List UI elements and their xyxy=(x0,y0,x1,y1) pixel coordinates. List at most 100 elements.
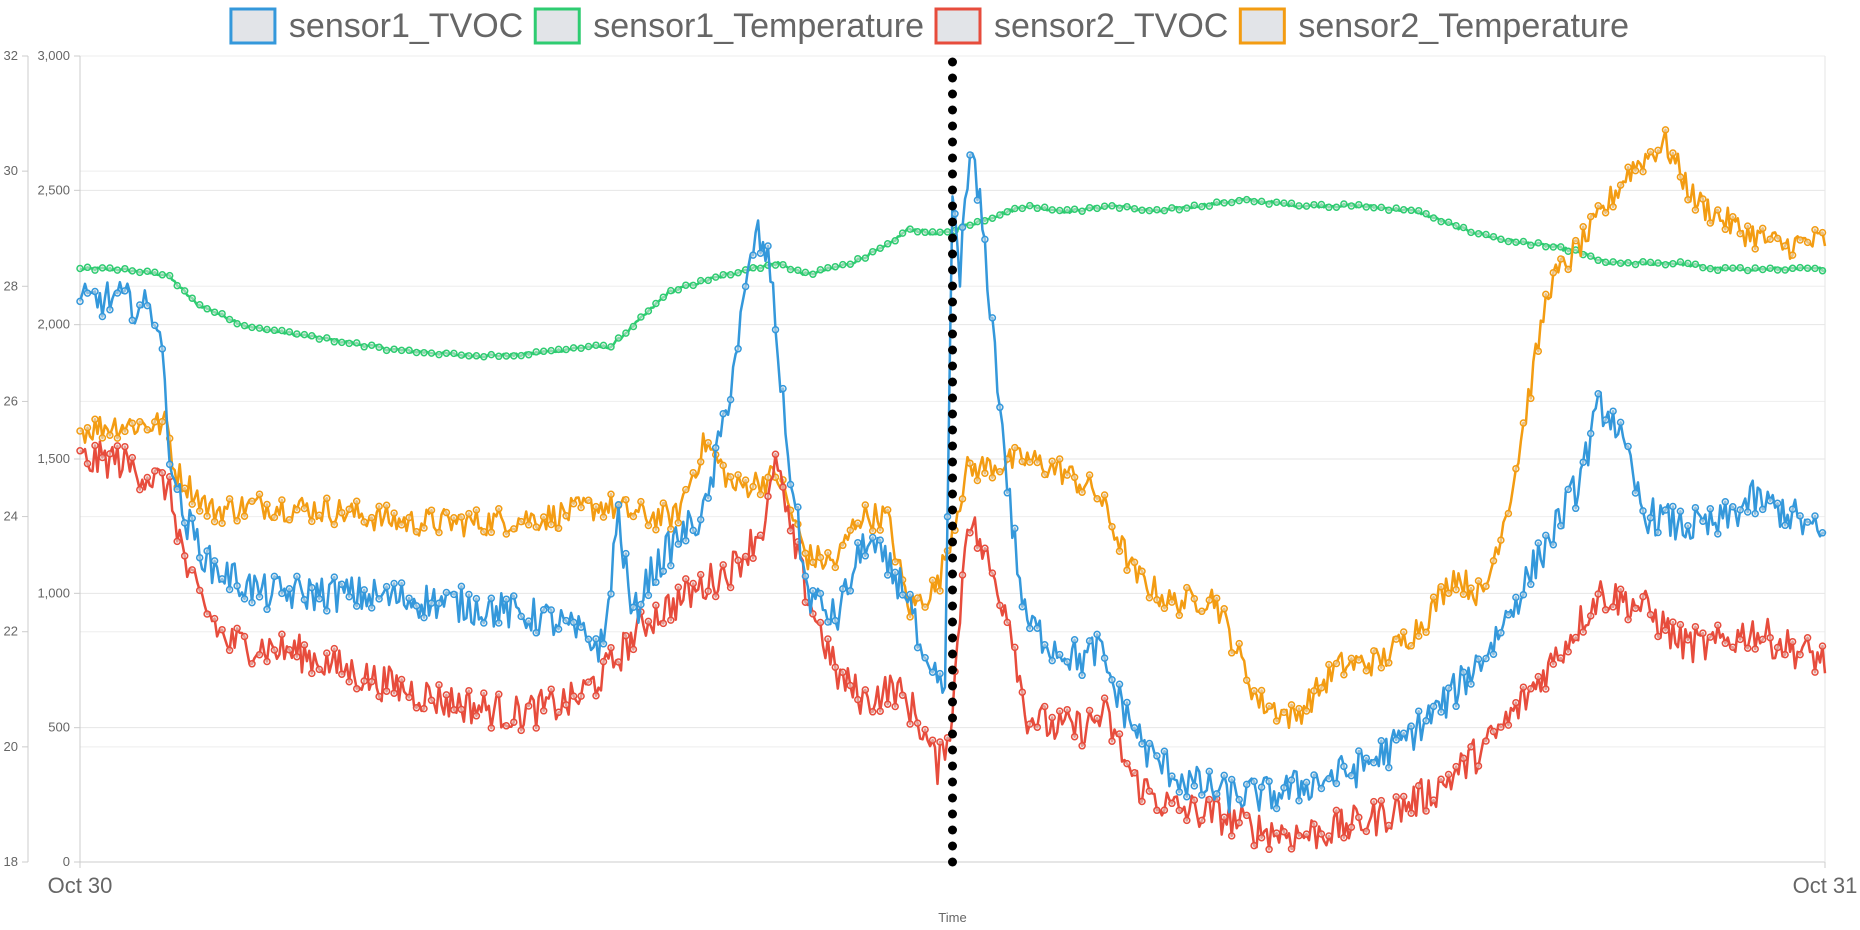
point-sensor2_Temperature xyxy=(1115,547,1124,555)
point-sensor1_Temperature xyxy=(652,299,660,308)
marker-dot xyxy=(948,265,957,275)
point-sensor1_Temperature xyxy=(1811,264,1819,273)
point-sensor1_Temperature xyxy=(1422,209,1430,218)
point-sensor1_TVOC xyxy=(1557,522,1565,530)
point-sensor1_Temperature xyxy=(1055,206,1064,215)
point-sensor1_Temperature xyxy=(554,345,563,354)
point-sensor1_Temperature xyxy=(1691,260,1700,268)
legend: sensor1_TVOC sensor1_Temperature sensor2_T… xyxy=(229,7,1629,45)
point-sensor2_Temperature xyxy=(151,418,159,426)
point-sensor1_Temperature xyxy=(121,264,129,273)
point-sensor2_TVOC xyxy=(375,692,383,701)
marker-dot xyxy=(948,569,957,579)
point-sensor1_Temperature xyxy=(218,309,226,318)
point-sensor1_Temperature xyxy=(988,214,997,222)
point-sensor2_TVOC xyxy=(1190,796,1199,804)
point-sensor1_TVOC xyxy=(1085,637,1094,645)
point-sensor2_TVOC xyxy=(345,677,353,686)
point-sensor2_Temperature xyxy=(547,520,555,529)
point-sensor1_TVOC xyxy=(1609,407,1617,415)
point-sensor2_Temperature xyxy=(1138,567,1146,576)
point-sensor1_TVOC xyxy=(1070,636,1079,644)
point-sensor2_TVOC xyxy=(390,689,398,697)
point-sensor2_TVOC xyxy=(577,692,585,700)
point-sensor2_TVOC xyxy=(861,686,870,694)
point-sensor2_TVOC xyxy=(83,459,92,468)
legend-item-sensor1_TVOC[interactable]: sensor1_TVOC xyxy=(229,7,523,45)
point-sensor1_TVOC xyxy=(607,590,615,598)
point-sensor1_TVOC xyxy=(599,640,608,648)
point-sensor2_TVOC xyxy=(936,738,944,746)
point-sensor2_TVOC xyxy=(1691,622,1700,631)
point-sensor2_Temperature xyxy=(689,468,697,477)
point-sensor1_TVOC xyxy=(824,618,832,626)
marker-dot xyxy=(948,521,957,531)
point-sensor1_TVOC xyxy=(1482,654,1490,663)
point-sensor1_Temperature xyxy=(1444,218,1453,226)
point-sensor1_TVOC xyxy=(981,235,989,244)
point-sensor2_TVOC xyxy=(756,531,765,540)
point-sensor1_Temperature xyxy=(1564,247,1572,255)
point-sensor1_TVOC xyxy=(1227,775,1236,784)
point-sensor2_Temperature xyxy=(569,499,578,508)
point-sensor1_TVOC xyxy=(360,586,368,594)
point-sensor1_TVOC xyxy=(1317,784,1326,793)
point-sensor1_TVOC xyxy=(1594,390,1602,398)
point-sensor1_Temperature xyxy=(711,273,720,281)
point-sensor1_Temperature xyxy=(1078,207,1086,215)
point-sensor2_TVOC xyxy=(195,586,204,595)
point-sensor2_Temperature xyxy=(906,613,914,621)
point-sensor2_Temperature xyxy=(330,520,339,529)
point-sensor1_TVOC xyxy=(382,582,391,591)
point-sensor1_Temperature xyxy=(1085,203,1094,212)
y-temp-tick-label: 24 xyxy=(4,509,18,524)
point-sensor1_TVOC xyxy=(465,590,473,599)
point-sensor1_Temperature xyxy=(584,342,593,351)
point-sensor1_TVOC xyxy=(532,629,540,637)
point-sensor2_Temperature xyxy=(667,525,675,533)
point-sensor2_TVOC xyxy=(883,700,892,708)
point-sensor2_Temperature xyxy=(674,519,683,527)
point-sensor2_TVOC xyxy=(824,635,832,643)
point-sensor1_Temperature xyxy=(1310,200,1318,209)
point-sensor2_Temperature xyxy=(195,507,204,515)
point-sensor2_TVOC xyxy=(1235,818,1243,827)
point-sensor1_TVOC xyxy=(1168,772,1176,780)
point-sensor2_TVOC xyxy=(502,722,511,730)
point-sensor2_Temperature xyxy=(495,505,503,513)
point-sensor2_TVOC xyxy=(711,592,720,601)
point-sensor1_Temperature xyxy=(614,334,623,342)
point-sensor1_Temperature xyxy=(1437,217,1445,226)
point-sensor1_Temperature xyxy=(173,281,181,290)
point-sensor2_Temperature xyxy=(128,419,137,427)
point-sensor1_Temperature xyxy=(532,348,540,356)
point-sensor2_Temperature xyxy=(1026,458,1034,466)
point-sensor1_TVOC xyxy=(569,618,578,627)
point-sensor1_TVOC xyxy=(1504,611,1513,619)
legend-item-sensor2_Temperature[interactable]: sensor2_Temperature xyxy=(1238,7,1629,45)
point-sensor2_TVOC xyxy=(1743,644,1752,652)
point-sensor2_Temperature xyxy=(809,558,817,567)
point-sensor1_Temperature xyxy=(1414,206,1423,215)
point-sensor1_Temperature xyxy=(1317,200,1326,209)
point-sensor1_TVOC xyxy=(1429,702,1438,711)
point-sensor2_TVOC xyxy=(854,695,862,704)
point-sensor2_TVOC xyxy=(1325,832,1333,840)
point-sensor2_TVOC xyxy=(1788,637,1797,646)
point-sensor1_Temperature xyxy=(98,264,107,272)
legend-item-sensor2_TVOC[interactable]: sensor2_TVOC xyxy=(934,7,1228,45)
marker-dot xyxy=(948,393,957,403)
legend-item-sensor1_Temperature[interactable]: sensor1_Temperature xyxy=(533,7,924,45)
point-sensor2_Temperature xyxy=(1459,590,1468,599)
point-sensor1_TVOC xyxy=(91,287,99,296)
point-sensor1_TVOC xyxy=(1265,777,1273,786)
point-sensor2_Temperature xyxy=(1212,594,1221,602)
marker-dot xyxy=(948,601,957,611)
point-sensor2_Temperature xyxy=(113,434,122,442)
point-sensor2_TVOC xyxy=(315,665,324,674)
point-sensor1_TVOC xyxy=(517,612,525,621)
point-sensor2_Temperature xyxy=(1377,663,1386,672)
point-sensor2_Temperature xyxy=(1205,596,1214,604)
point-sensor1_TVOC xyxy=(173,485,181,494)
marker-dot xyxy=(948,409,957,419)
